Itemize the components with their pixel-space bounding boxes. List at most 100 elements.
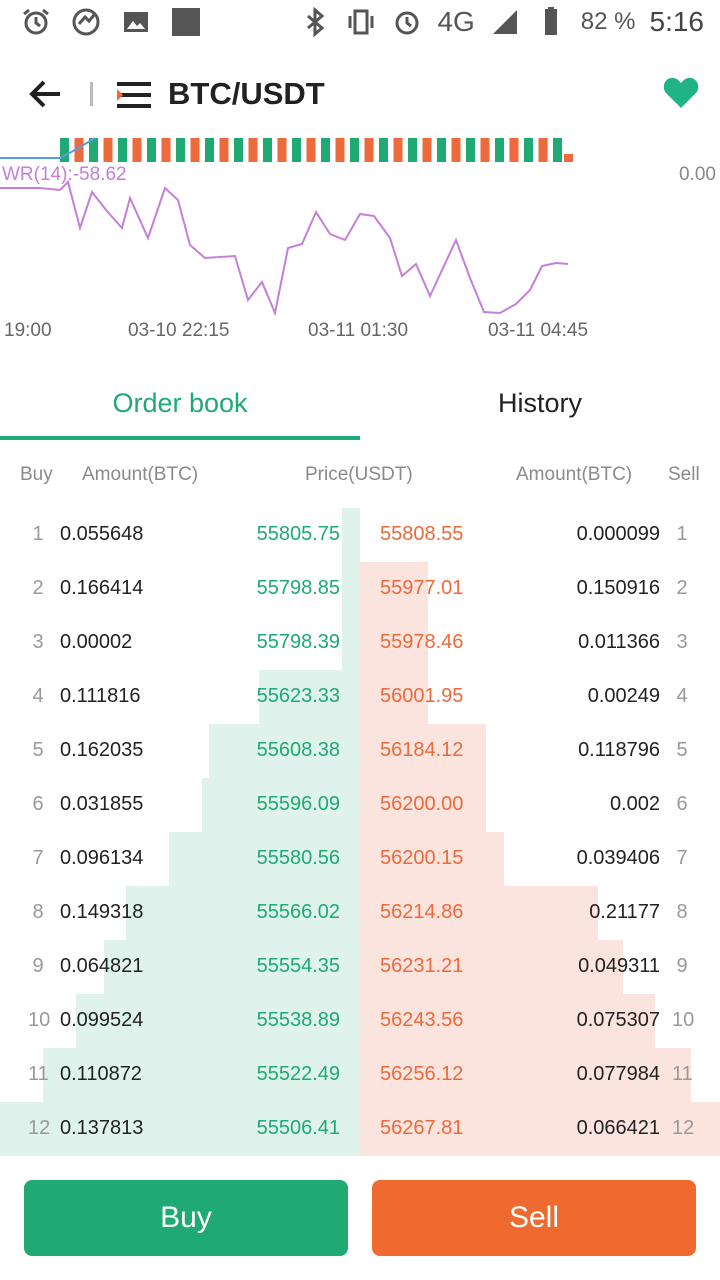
volume-bar	[538, 138, 548, 162]
order-book-row[interactable]: 11 0.110872 55522.49 56256.12 0.077984 11	[0, 1048, 720, 1102]
bluetooth-icon	[307, 6, 325, 38]
bid-price: 55798.85	[256, 577, 340, 599]
bid-price: 55805.75	[256, 523, 340, 545]
header: BTC/USDT	[0, 60, 720, 130]
volume-bar	[234, 138, 243, 162]
bid-depth-bar	[43, 1048, 360, 1102]
chart-canvas	[0, 137, 573, 317]
trading-pair-title[interactable]: BTC/USDT	[168, 76, 325, 111]
ask-depth-bar	[360, 562, 428, 616]
bid-price: 55798.39	[256, 631, 340, 653]
sell-amount: 0.049311	[578, 955, 660, 977]
volume-bar	[451, 138, 461, 162]
sell-amount: 0.077984	[576, 1063, 660, 1085]
col-amount-right: Amount(BTC)	[516, 464, 633, 485]
sell-amount: 0.066421	[576, 1117, 660, 1139]
order-book-row[interactable]: 5 0.162035 55608.38 56184.12 0.118796 5	[0, 724, 720, 778]
alarm-icon	[395, 11, 419, 35]
volume-bar	[263, 138, 272, 162]
volume-bar	[219, 138, 229, 162]
ask-price: 55977.01	[380, 577, 464, 599]
ask-price: 56184.12	[380, 739, 464, 761]
order-book-row[interactable]: 3 0.00002 55798.39 55978.46 0.011366 3	[0, 616, 720, 670]
buy-row-index: 1	[32, 523, 44, 545]
order-book-row[interactable]: 7 0.096134 55580.56 56200.15 0.039406 7	[0, 832, 720, 886]
sell-amount: 0.00249	[587, 685, 660, 707]
volume-bar	[564, 154, 573, 162]
order-book-row[interactable]: 8 0.149318 55566.02 56214.86 0.21177 8	[0, 886, 720, 940]
ask-depth-bar	[360, 886, 598, 940]
order-book-row[interactable]: 2 0.166414 55798.85 55977.01 0.150916 2	[0, 562, 720, 616]
buy-row-index: 8	[32, 901, 44, 923]
order-book-row[interactable]: 9 0.064821 55554.35 56231.21 0.049311 9	[0, 940, 720, 994]
ask-price: 56231.21	[380, 955, 464, 977]
buy-amount: 0.096134	[60, 847, 144, 869]
bid-price: 55566.02	[256, 901, 340, 923]
wr-axis-value: 0.00	[679, 164, 716, 185]
signal-icon	[492, 10, 517, 34]
bid-price: 55554.35	[256, 955, 340, 977]
wr-line	[0, 180, 569, 317]
volume-bar	[350, 138, 359, 162]
col-price: Price(USDT)	[305, 464, 413, 485]
sell-amount: 0.002	[609, 793, 660, 815]
bid-price: 55608.38	[256, 739, 340, 761]
ask-depth-bar	[360, 1048, 691, 1102]
volume-bar	[89, 138, 98, 162]
bid-depth-bar	[169, 832, 360, 886]
favorite-heart-icon[interactable]	[662, 74, 700, 110]
sell-row-index: 11	[672, 1063, 693, 1085]
x-tick: 03-11 01:30	[308, 320, 409, 341]
tab-history[interactable]: History	[497, 388, 582, 418]
volume-bar	[74, 138, 84, 162]
ma-line	[0, 137, 96, 159]
order-book-row[interactable]: 6 0.031855 55596.09 56200.00 0.002 6	[0, 778, 720, 832]
buy-amount: 0.00002	[60, 631, 133, 653]
bid-depth-bar	[342, 562, 360, 616]
order-book-row[interactable]: 10 0.099524 55538.89 56243.56 0.075307 10	[0, 994, 720, 1048]
bid-price: 55522.49	[256, 1063, 340, 1085]
bid-depth-bar	[126, 886, 360, 940]
bid-depth-bar	[259, 670, 360, 724]
volume-bar	[509, 138, 519, 162]
x-tick: 03-10 22:15	[128, 320, 230, 341]
bid-depth-bar	[76, 994, 360, 1048]
sell-row-index: 12	[672, 1117, 695, 1139]
volume-bar	[306, 138, 316, 162]
order-book-row[interactable]: 12 0.137813 55506.41 56267.81 0.066421 12	[0, 1102, 720, 1156]
ask-depth-bar	[360, 616, 428, 670]
volume-bar	[524, 138, 533, 162]
buy-amount: 0.149318	[60, 901, 144, 923]
menu-icon[interactable]	[115, 80, 153, 110]
clock: 5:16	[649, 6, 705, 37]
ask-depth-bar	[360, 670, 428, 724]
sell-row-index: 8	[676, 901, 688, 923]
volume-bar	[408, 138, 417, 162]
sell-amount: 0.039406	[576, 847, 660, 869]
order-book-row[interactable]: 4 0.111816 55623.33 56001.95 0.00249 4	[0, 670, 720, 724]
bid-price: 55538.89	[256, 1009, 340, 1031]
buy-row-index: 7	[32, 847, 44, 869]
buy-row-index: 9	[32, 955, 44, 977]
buy-amount: 0.110872	[60, 1063, 142, 1085]
bid-depth-bar	[104, 940, 360, 994]
sell-row-index: 3	[676, 631, 688, 653]
volume-bar	[466, 138, 475, 162]
bid-depth-bar	[342, 616, 360, 670]
ask-price: 56267.81	[380, 1117, 464, 1139]
order-book-row[interactable]: 1 0.055648 55805.75 55808.55 0.000099 1	[0, 508, 720, 562]
volume-bar	[147, 138, 156, 162]
price-chart[interactable]: WR(14):-58.62 0.00 19:00 03-10 22:15 03-…	[0, 130, 720, 350]
back-arrow-icon[interactable]	[24, 76, 64, 112]
bid-depth-bar	[209, 724, 360, 778]
col-amount-left: Amount(BTC)	[82, 464, 199, 485]
buy-amount: 0.099524	[60, 1009, 144, 1031]
bid-depth-bar	[0, 1102, 360, 1156]
tab-order-book[interactable]: Order book	[112, 388, 248, 418]
buy-amount: 0.111816	[60, 685, 141, 707]
sell-button[interactable]: Sell	[372, 1180, 696, 1256]
sell-amount: 0.000099	[576, 523, 660, 545]
buy-button[interactable]: Buy	[24, 1180, 348, 1256]
buy-amount: 0.166414	[60, 577, 144, 599]
volume-bar	[118, 138, 127, 162]
